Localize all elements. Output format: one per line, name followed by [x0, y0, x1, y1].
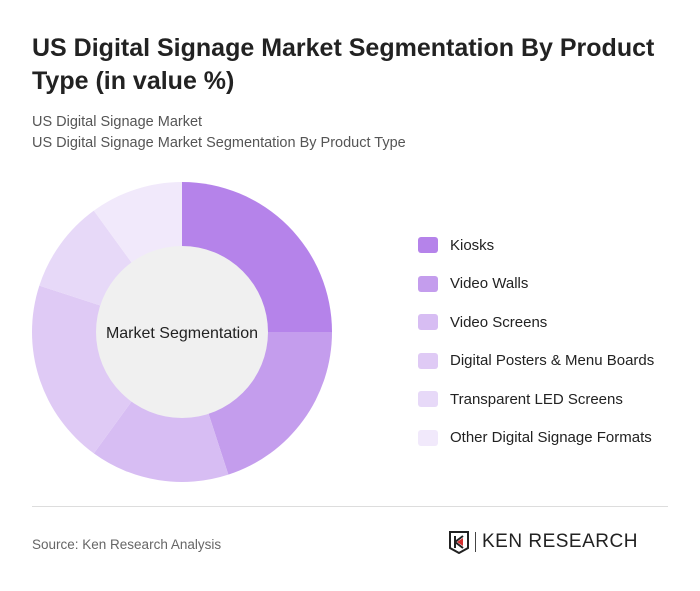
donut-center: [96, 246, 268, 418]
legend-label: Kiosks: [450, 236, 495, 254]
legend-item: Kiosks: [418, 226, 654, 265]
legend-item: Other Digital Signage Formats: [418, 419, 654, 458]
legend: Kiosks Video Walls Video Screens Digital Po…: [418, 226, 654, 457]
legend-swatch: [418, 352, 438, 369]
subtitle-segmentation: US Digital Signage Market Segmentation B…: [32, 135, 406, 151]
center-label: Market Segmentation: [106, 325, 258, 342]
legend-swatch: [418, 237, 438, 254]
legend-item: Video Walls: [418, 265, 654, 304]
legend-item: Transparent LED Screens: [418, 380, 654, 419]
legend-label: Video Walls: [450, 275, 529, 293]
ken-logo-icon: [449, 531, 469, 554]
source-note: Source: Ken Research Analysis: [32, 537, 222, 552]
legend-swatch: [418, 314, 438, 331]
legend-swatch: [418, 391, 438, 408]
subtitle-market: US Digital Signage Market: [32, 114, 203, 130]
ken-research-logo: KEN RESEARCH: [448, 530, 638, 554]
legend-label: Digital Posters & Menu Boards: [450, 352, 655, 370]
logo-text: KEN RESEARCH: [482, 531, 638, 552]
legend-label: Other Digital Signage Formats: [450, 429, 652, 447]
donut-chart: Market Segmentation: [32, 182, 332, 482]
legend-swatch: [418, 275, 438, 292]
legend-swatch: [418, 429, 438, 446]
legend-item: Video Screens: [418, 303, 654, 342]
legend-label: Video Screens: [450, 313, 548, 331]
legend-label: Transparent LED Screens: [450, 390, 623, 408]
divider: [32, 506, 668, 507]
legend-item: Digital Posters & Menu Boards: [418, 342, 654, 381]
chart-title: US Digital Signage Market Segmentation B…: [32, 34, 655, 95]
